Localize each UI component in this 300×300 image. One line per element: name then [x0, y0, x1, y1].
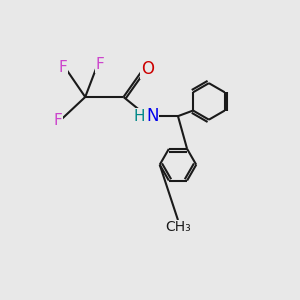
- Text: CH₃: CH₃: [165, 220, 191, 234]
- Text: F: F: [54, 113, 62, 128]
- Text: O: O: [141, 60, 154, 78]
- Text: H: H: [133, 109, 145, 124]
- Text: F: F: [59, 60, 68, 75]
- Text: N: N: [146, 107, 159, 125]
- Text: F: F: [96, 57, 104, 72]
